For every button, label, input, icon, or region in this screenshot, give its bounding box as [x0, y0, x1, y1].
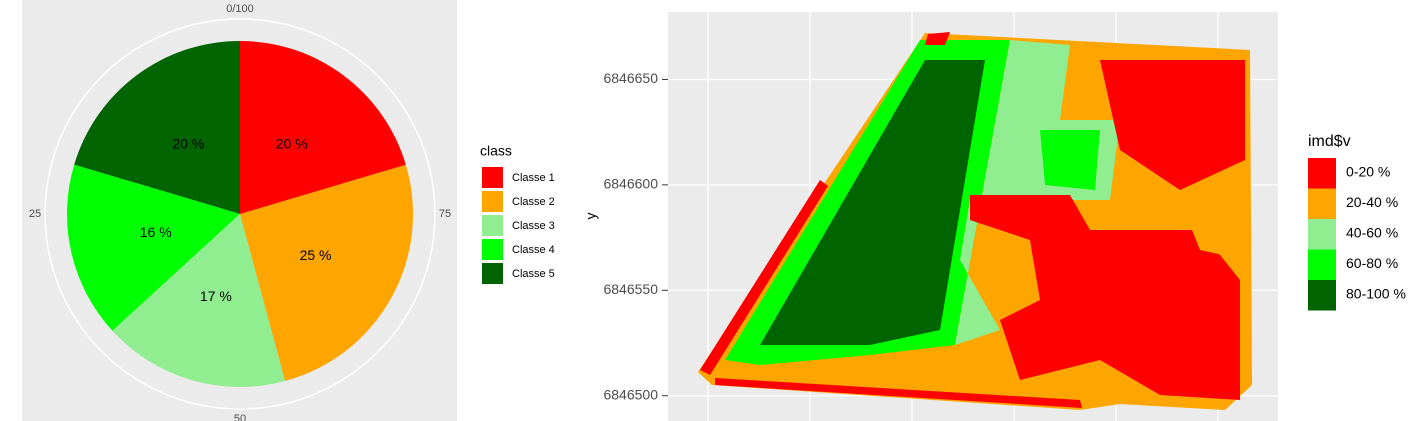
pie-slice [240, 164, 413, 382]
y-axis-title: y [583, 213, 599, 220]
y-tick-label: 6846600 [603, 176, 658, 192]
theta-tick-label: 25 [29, 208, 41, 220]
legend-label: 60-80 % [1346, 255, 1398, 271]
data-label: 20 % [276, 135, 308, 151]
legend-title: class [480, 143, 512, 159]
legend-swatch [482, 263, 503, 284]
legend-swatch [482, 191, 503, 212]
legend-label: 20-40 % [1346, 194, 1398, 210]
legend-swatch [1308, 249, 1336, 280]
theta-tick-label: 75 [439, 208, 451, 220]
data-label: 16 % [140, 224, 172, 240]
legend-swatch [1308, 188, 1336, 219]
legend-label: Classe 4 [512, 244, 555, 256]
legend-swatch [482, 239, 503, 260]
data-label: 20 % [172, 135, 204, 151]
pie-slice [112, 214, 286, 387]
polar-grid [44, 18, 436, 410]
legend-title: imd$v [1308, 133, 1351, 150]
legend-swatch [1308, 158, 1336, 189]
legend-label: 80-100 % [1346, 286, 1406, 302]
legend-label: Classe 3 [512, 220, 555, 232]
data-label: 25 % [300, 247, 332, 263]
legend-swatch [482, 215, 503, 236]
legend-label: 0-20 % [1346, 164, 1390, 180]
data-label: 17 % [200, 288, 232, 304]
y-tick-label: 6846500 [603, 386, 658, 402]
legend-swatch [1308, 219, 1336, 250]
legend-label: Classe 5 [512, 268, 555, 280]
legend: imd$v 0-20 % 20-40 % 40-60 % 60-80 % 80-100 % [1308, 133, 1406, 311]
pie: 20 % 16 % 17 % 25 % 20 % 0/100 25 50 75 [29, 3, 451, 421]
legend-label: 40-60 % [1346, 225, 1398, 241]
legend-swatch [482, 167, 503, 188]
legend-label: Classe 2 [512, 196, 555, 208]
y-tick-label: 6846550 [603, 281, 658, 297]
theta-tick-label: 50 [234, 413, 246, 421]
raster-map [698, 32, 1252, 410]
pie-slice [66, 164, 240, 331]
pie-slice [240, 41, 406, 214]
legend-label: Classe 1 [512, 172, 555, 184]
legend: class Classe 1 Classe 2 Classe 3 Classe 4 Cla… [480, 143, 555, 284]
y-tick-label: 6846650 [603, 70, 658, 86]
pie-slice [74, 41, 241, 214]
legend-swatch [1308, 280, 1336, 311]
theta-tick-label: 0/100 [226, 3, 254, 15]
y-axis: 6846500 6846550 6846600 6846650 y [583, 70, 668, 402]
